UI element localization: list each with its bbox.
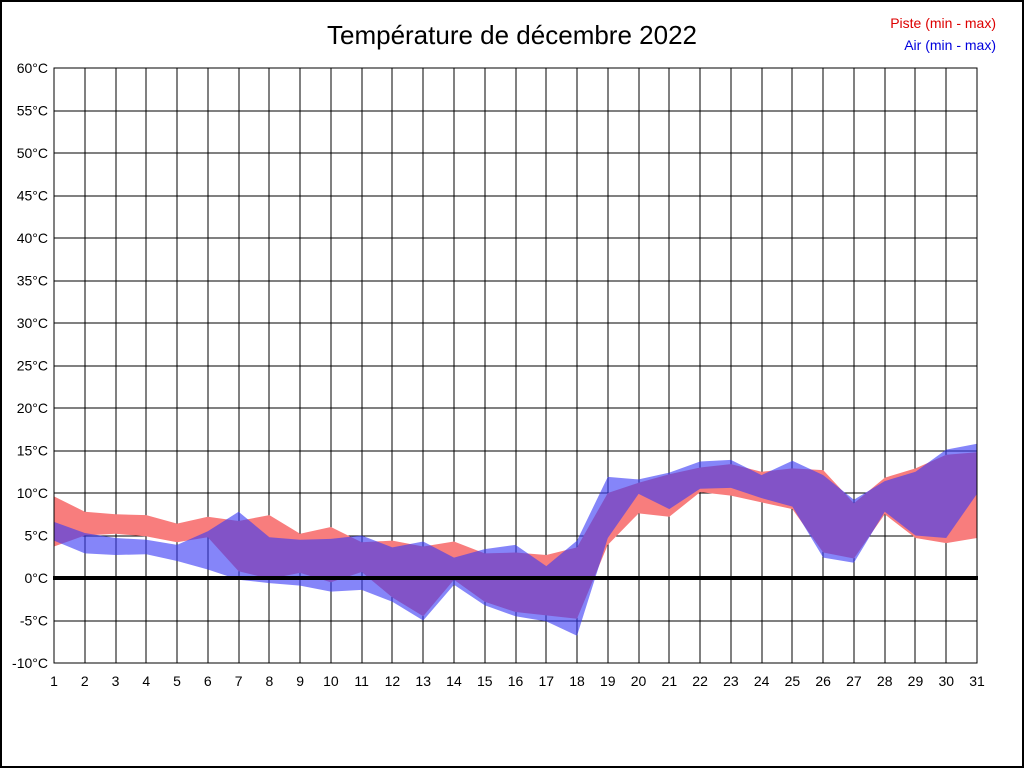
x-tick-label: 1 [50, 673, 58, 689]
x-tick-label: 6 [204, 673, 212, 689]
x-tick-label: 13 [415, 673, 431, 689]
x-tick-label: 29 [908, 673, 924, 689]
x-tick-label: 9 [296, 673, 304, 689]
x-tick-label: 4 [142, 673, 150, 689]
x-tick-label: 10 [323, 673, 339, 689]
y-tick-label: 15°C [17, 443, 48, 459]
x-tick-label: 22 [692, 673, 708, 689]
y-tick-label: 0°C [25, 570, 49, 586]
x-tick-label: 12 [385, 673, 401, 689]
legend: Piste (min - max) Air (min - max) [890, 12, 996, 56]
x-tick-label: 31 [969, 673, 985, 689]
x-tick-label: 15 [477, 673, 493, 689]
x-tick-label: 11 [354, 673, 369, 689]
y-tick-label: 35°C [17, 273, 48, 289]
chart-title: Température de décembre 2022 [326, 20, 697, 50]
x-tick-label: 26 [815, 673, 831, 689]
y-tick-label: -10°C [12, 655, 48, 671]
y-tick-label: 5°C [25, 528, 49, 544]
x-tick-label: 30 [938, 673, 954, 689]
x-tick-label: 7 [235, 673, 243, 689]
y-tick-label: 25°C [17, 358, 48, 374]
x-tick-label: 8 [265, 673, 273, 689]
x-tick-label: 28 [877, 673, 893, 689]
chart-axes [53, 67, 978, 664]
plot-border [53, 67, 978, 664]
x-tick-label: 25 [785, 673, 801, 689]
chart-bands [54, 443, 977, 636]
x-tick-label: 18 [569, 673, 585, 689]
y-tick-label: 60°C [17, 60, 48, 76]
x-tick-label: 19 [600, 673, 616, 689]
x-tick-label: 24 [754, 673, 770, 689]
y-tick-label: 20°C [17, 400, 48, 416]
x-tick-label: 5 [173, 673, 181, 689]
air-band [54, 443, 977, 636]
x-tick-label: 2 [81, 673, 89, 689]
x-tick-label: 3 [112, 673, 120, 689]
y-tick-label: 40°C [17, 230, 48, 246]
x-tick-label: 27 [846, 673, 862, 689]
x-tick-label: 23 [723, 673, 739, 689]
y-tick-label: 45°C [17, 188, 48, 204]
x-tick-label: 21 [662, 673, 678, 689]
y-tick-label: 55°C [17, 103, 48, 119]
x-tick-label: 16 [508, 673, 524, 689]
legend-item-piste: Piste (min - max) [890, 15, 996, 31]
piste-band [54, 452, 977, 619]
legend-item-air: Air (min - max) [904, 37, 996, 53]
y-tick-label: 50°C [17, 145, 48, 161]
x-tick-label: 20 [631, 673, 647, 689]
y-tick-label: -5°C [20, 613, 48, 629]
chart-tick-labels: 60°C55°C50°C45°C40°C35°C30°C25°C20°C15°C… [12, 60, 985, 689]
y-tick-label: 10°C [17, 485, 48, 501]
x-tick-label: 14 [446, 673, 462, 689]
y-tick-label: 30°C [17, 315, 48, 331]
x-tick-label: 17 [538, 673, 554, 689]
